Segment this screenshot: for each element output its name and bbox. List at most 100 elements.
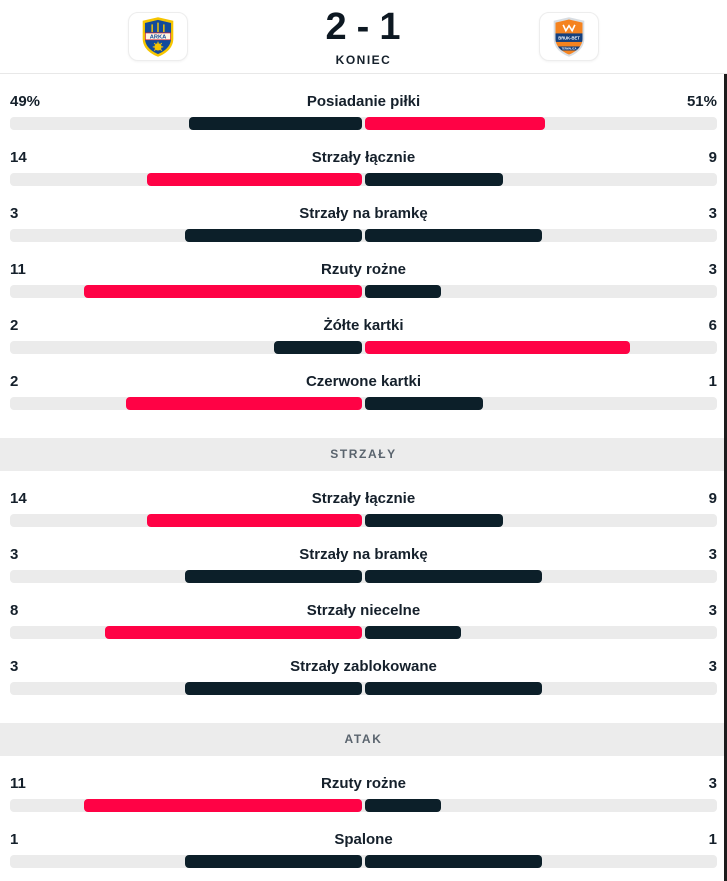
home-bar (185, 229, 362, 242)
stat-line: 14 Strzały łącznie 9 (10, 148, 717, 168)
stat-bar-track (10, 173, 717, 186)
stat-label: Strzały na bramkę (299, 205, 428, 222)
away-value: 3 (708, 602, 717, 619)
stat-label: Strzały łącznie (311, 149, 416, 166)
stat-label: Spalone (334, 831, 393, 848)
home-value: 49% (10, 93, 41, 110)
stat-line: 1 Spalone 1 (10, 830, 717, 850)
stat-label: Czerwone kartki (305, 373, 422, 390)
stat-label: Strzały łącznie (311, 490, 416, 507)
score-block: 2 - 1 KONIEC (326, 8, 402, 67)
away-bar (365, 341, 631, 354)
home-value: 3 (10, 658, 19, 675)
away-bar (365, 173, 504, 186)
home-value: 2 (10, 373, 19, 390)
home-bar (84, 799, 362, 812)
score-separator: - (356, 6, 371, 48)
stat-bar-track (10, 682, 717, 695)
home-bar (104, 626, 362, 639)
away-value: 3 (708, 205, 717, 222)
away-crest-subtext: TERMALICA (562, 47, 577, 50)
away-score: 1 (379, 6, 402, 48)
away-bar (365, 229, 542, 242)
stat-bar-track (10, 626, 717, 639)
stat-line: 14 Strzały łącznie 9 (10, 489, 717, 509)
stat-row: 3 Strzały na bramkę 3 (0, 186, 727, 242)
home-value: 11 (10, 775, 26, 792)
away-value: 3 (708, 546, 717, 563)
home-bar (146, 173, 362, 186)
stat-line: 11 Rzuty rożne 3 (10, 774, 717, 794)
away-value: 9 (708, 149, 717, 166)
stat-bar-track (10, 341, 717, 354)
away-bar (365, 682, 542, 695)
stat-line: 49% Posiadanie piłki 51% (10, 92, 717, 112)
stat-line: 3 Strzały zablokowane 3 (10, 657, 717, 677)
home-value: 3 (10, 546, 19, 563)
away-bar (365, 397, 483, 410)
stat-bar-track (10, 117, 717, 130)
stat-row: 2 Czerwone kartki 1 (0, 354, 727, 410)
home-crest-icon: ARKA (142, 16, 174, 57)
home-bar (84, 285, 362, 298)
stat-row: 11 Rzuty rożne 3 (0, 756, 727, 812)
stat-label: Strzały na bramkę (299, 546, 428, 563)
match-status: KONIEC (335, 53, 392, 67)
stat-row: 14 Strzały łącznie 9 (0, 471, 727, 527)
stat-label: Strzały zablokowane (290, 658, 437, 675)
home-score: 2 (325, 6, 348, 48)
home-value: 2 (10, 317, 19, 334)
away-bar (365, 626, 462, 639)
stat-row: 49% Posiadanie piłki 51% (0, 74, 727, 130)
away-value: 1 (708, 831, 717, 848)
stat-label: Rzuty rożne (320, 261, 406, 278)
stat-bar-track (10, 285, 717, 298)
stat-bar-track (10, 514, 717, 527)
away-value: 3 (708, 775, 717, 792)
match-header: ARKA 2 - 1 KONIEC (0, 0, 727, 74)
away-bar (365, 799, 441, 812)
home-value: 14 (10, 149, 27, 166)
home-bar (273, 341, 362, 354)
stat-line: 3 Strzały na bramkę 3 (10, 204, 717, 224)
stats-panel: 49% Posiadanie piłki 51% 14 Strzały łącznie 9… (0, 74, 727, 868)
away-value: 6 (708, 317, 717, 334)
stat-row: 3 Strzały na bramkę 3 (0, 527, 727, 583)
stat-line: 2 Żółte kartki 6 (10, 316, 717, 336)
stat-line: 3 Strzały na bramkę 3 (10, 545, 717, 565)
stat-label: Żółte kartki (323, 317, 404, 334)
stat-bar-track (10, 229, 717, 242)
stat-row: 14 Strzały łącznie 9 (0, 130, 727, 186)
away-crest-text: BRUK-BET (558, 35, 580, 40)
home-crest-text: ARKA (150, 34, 167, 40)
home-bar (126, 397, 362, 410)
away-value: 1 (708, 373, 717, 390)
score: 2 - 1 (326, 8, 402, 46)
stat-label: Rzuty rożne (320, 775, 406, 792)
stat-row: 11 Rzuty rożne 3 (0, 242, 727, 298)
stat-label: Strzały niecelne (306, 602, 421, 619)
home-value: 1 (10, 831, 19, 848)
home-value: 14 (10, 490, 27, 507)
stat-line: 11 Rzuty rożne 3 (10, 260, 717, 280)
home-value: 8 (10, 602, 19, 619)
home-team-logo[interactable]: ARKA (128, 12, 188, 61)
away-bar (365, 117, 546, 130)
stat-bar-track (10, 799, 717, 812)
stat-row: 8 Strzały niecelne 3 (0, 583, 727, 639)
away-value: 9 (708, 490, 717, 507)
away-bar (365, 514, 504, 527)
away-bar (365, 855, 542, 868)
section-header: ATAK (0, 723, 727, 756)
stat-bar-track (10, 397, 717, 410)
away-crest-icon: BRUK-BET TERMALICA (553, 16, 585, 57)
home-bar (185, 570, 362, 583)
away-value: 3 (708, 658, 717, 675)
away-bar (365, 570, 542, 583)
stat-label: Posiadanie piłki (306, 93, 421, 110)
away-value: 51% (686, 93, 717, 110)
stat-row: 3 Strzały zablokowane 3 (0, 639, 727, 695)
scrollbar[interactable] (724, 74, 727, 881)
away-team-logo[interactable]: BRUK-BET TERMALICA (539, 12, 599, 61)
home-value: 11 (10, 261, 26, 278)
